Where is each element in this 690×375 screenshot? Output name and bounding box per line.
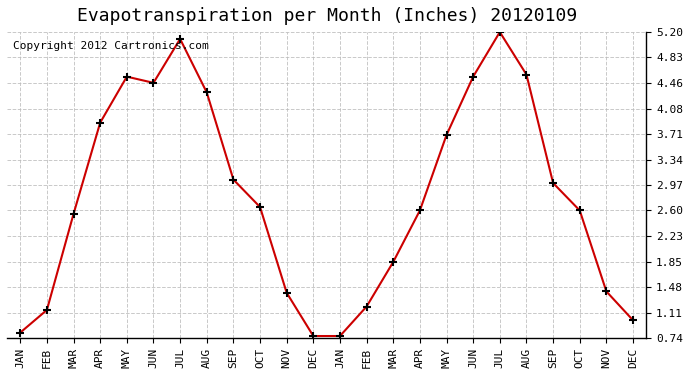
Title: Evapotranspiration per Month (Inches) 20120109: Evapotranspiration per Month (Inches) 20… xyxy=(77,7,577,25)
Text: Copyright 2012 Cartronics.com: Copyright 2012 Cartronics.com xyxy=(13,41,209,51)
